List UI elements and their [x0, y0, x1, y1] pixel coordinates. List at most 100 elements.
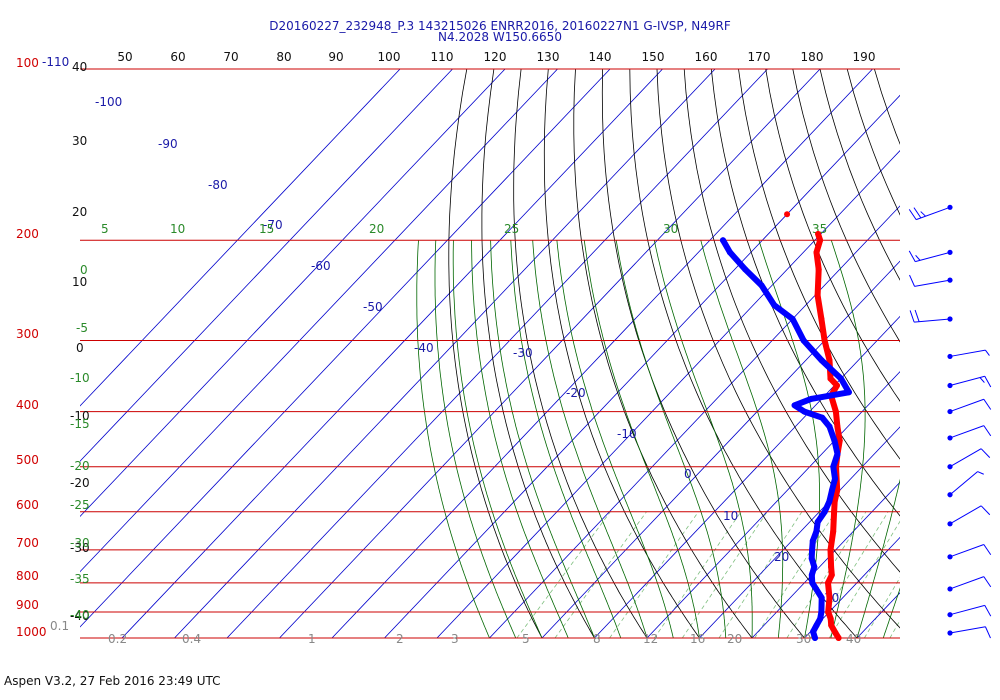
pressure-label: 500 — [16, 453, 39, 467]
data-point — [828, 487, 835, 494]
isotherm-label: -100 — [95, 95, 122, 109]
moist-adiabat-label: 0 — [80, 263, 88, 277]
wind-barb — [908, 249, 953, 263]
wind-barb — [947, 604, 992, 618]
data-point — [830, 528, 837, 535]
data-point — [742, 266, 749, 273]
dry-adiabat-label: -10 — [70, 409, 90, 423]
mixing-ratio-line — [554, 511, 647, 638]
data-point — [834, 487, 841, 494]
barb-flag — [983, 544, 992, 556]
data-point — [726, 249, 733, 256]
data-point — [817, 615, 824, 622]
barb-staff — [914, 279, 951, 287]
dry-adiabat-line — [513, 69, 648, 638]
data-point — [814, 518, 821, 525]
dry-adiabat-line — [874, 69, 900, 145]
isotherm-label: -10 — [617, 427, 637, 441]
mixing-ratio-line — [889, 619, 900, 638]
barb-staff — [914, 318, 951, 323]
plot-area — [80, 69, 1000, 638]
data-point — [818, 608, 825, 615]
top-scale-label: 70 — [223, 50, 238, 64]
isotherm-label: -50 — [363, 300, 383, 314]
data-point — [827, 546, 834, 553]
dry-adiabat-label: -30 — [70, 541, 90, 555]
moist-adiabat-label: -40 — [70, 608, 90, 622]
footer-text: Aspen V3.2, 27 Feb 2016 23:49 UTC — [4, 674, 221, 688]
barb-flag — [984, 375, 992, 388]
barb-staff — [916, 206, 951, 221]
dry-adiabat-line — [481, 69, 595, 638]
isotherm-label: -20 — [566, 386, 586, 400]
barb-flag — [980, 505, 991, 516]
isotherm-line — [856, 592, 900, 638]
moist-adiabat-label: -5 — [76, 321, 88, 335]
dry-adiabat-line — [765, 69, 900, 402]
moist-adiabat-line — [910, 240, 1000, 638]
wind-barb — [947, 448, 991, 470]
moist-adiabat-label: -25 — [70, 498, 90, 512]
barb-flag — [985, 349, 990, 356]
data-point — [834, 423, 841, 430]
barb-flag — [908, 250, 916, 262]
wind-barb — [909, 309, 953, 323]
moist-adiabat-line — [510, 240, 622, 638]
top-scale-label: 130 — [537, 50, 560, 64]
moist-adiabat-line — [434, 240, 517, 638]
data-point — [810, 628, 817, 635]
isotherm-label: -110 — [42, 55, 69, 69]
wind-barb — [947, 349, 990, 360]
data-point — [821, 508, 828, 515]
wind-barbs — [908, 204, 992, 639]
wind-barb — [947, 576, 992, 592]
data-point — [845, 389, 852, 396]
dry-adiabat-label: -40 — [70, 609, 90, 623]
dry-adiabat-label: 40 — [72, 60, 87, 74]
barb-staff — [949, 349, 986, 357]
barb-staff — [949, 544, 984, 558]
data-point — [791, 402, 798, 409]
top-scale-label: 160 — [695, 50, 718, 64]
mixing-ratio-line — [828, 520, 900, 638]
dry-adiabat-label: 20 — [72, 205, 87, 219]
barb-flag — [915, 255, 921, 261]
mixing-ratio-line — [786, 511, 867, 638]
barb-flag — [913, 207, 922, 219]
moist-adiabat-label: -10 — [70, 371, 90, 385]
data-point — [832, 408, 839, 415]
barb-flag — [984, 605, 992, 617]
moist-adiabat-label: 15 — [259, 222, 274, 236]
data-point — [828, 572, 835, 579]
data-point — [833, 382, 840, 389]
mixing-ratio-label: 8 — [593, 632, 601, 646]
moist-adiabat-label: -30 — [70, 536, 90, 550]
pressure-label: 1000 — [16, 625, 47, 639]
dry-adiabat-line — [656, 69, 900, 629]
top-scale-label: 80 — [276, 50, 291, 64]
dry-adiabat-line — [792, 69, 900, 343]
isotherm-label: 10 — [723, 509, 738, 523]
moist-adiabat-label: 5 — [101, 222, 109, 236]
dry-adiabat-line — [601, 69, 805, 638]
data-point — [771, 302, 778, 309]
isotherm-line — [804, 536, 900, 638]
isotherm-line — [226, 69, 768, 638]
mixing-ratio-label: 5 — [522, 632, 530, 646]
mixing-ratio-label: 3 — [451, 632, 459, 646]
data-point — [719, 237, 726, 244]
data-point — [832, 630, 839, 637]
mixing-ratio-label: 12 — [643, 632, 658, 646]
isotherm-label: -60 — [311, 259, 331, 273]
moist-adiabat-line — [583, 240, 700, 638]
wind-barb — [947, 544, 992, 560]
data-point — [818, 594, 825, 601]
isotherm-line — [910, 69, 1000, 638]
data-point — [818, 357, 825, 364]
wind-barb — [947, 425, 992, 441]
data-point — [789, 315, 796, 322]
dry-adiabat-line — [846, 69, 900, 216]
barb-flag — [983, 425, 992, 437]
mixing-ratio-label: 30 — [796, 632, 811, 646]
barb-station — [947, 554, 953, 560]
